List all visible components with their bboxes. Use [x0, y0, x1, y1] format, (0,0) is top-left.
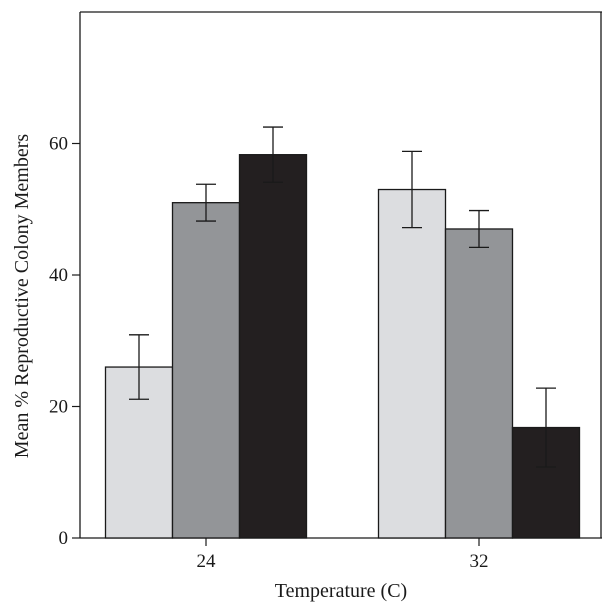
y-axis-label: Mean % Reproductive Colony Members [11, 134, 33, 459]
y-tick-label: 40 [49, 265, 68, 286]
error-bar [263, 126, 283, 183]
error-bar [469, 209, 489, 249]
error-bar [129, 334, 149, 400]
x-ticks: 24 32 [197, 538, 489, 572]
x-tick-label: 24 [197, 551, 217, 572]
error-bar [536, 387, 556, 468]
error-bars [129, 126, 556, 468]
x-tick-label: 32 [470, 551, 489, 572]
x-axis-label: Temperature (C) [275, 580, 407, 602]
bar [238, 154, 308, 539]
y-tick-label: 60 [49, 134, 68, 155]
bar [444, 228, 514, 539]
bars [104, 154, 581, 539]
error-bar [402, 150, 422, 229]
bar [171, 202, 241, 539]
y-tick-label: 20 [49, 397, 68, 418]
bar [377, 188, 447, 539]
y-ticks: 0 20 40 60 [49, 134, 80, 549]
y-tick-label: 0 [59, 528, 69, 549]
error-bar [196, 183, 216, 222]
